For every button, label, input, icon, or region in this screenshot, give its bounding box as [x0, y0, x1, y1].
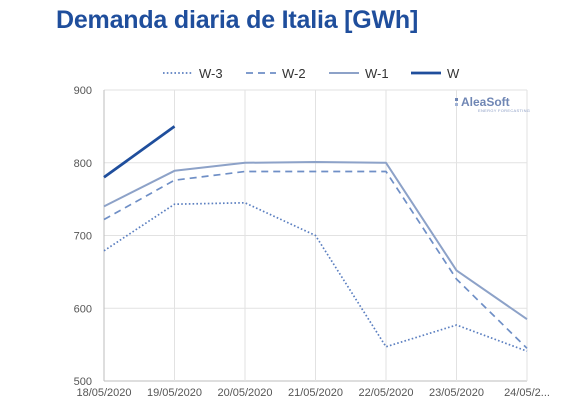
logo-mark-icon: [455, 98, 458, 101]
legend-label-w-1: W-1: [365, 66, 389, 81]
x-tick-label: 21/05/2020: [288, 387, 343, 399]
logo-name: AleaSoft: [461, 95, 510, 109]
y-tick-label: 700: [74, 231, 92, 243]
logo-mark-icon-2: [455, 103, 458, 106]
legend-label-w-2: W-2: [282, 66, 306, 81]
series-line-w-2: [103, 170, 528, 349]
aleasoft-logo: AleaSoft ENERGY FORECASTING: [455, 95, 530, 113]
y-tick-label: 900: [74, 85, 92, 97]
legend-label-w-3: W-3: [199, 66, 223, 81]
series-line-w-3: [103, 201, 528, 352]
x-tick-label: 22/05/2020: [358, 387, 413, 399]
y-tick-label: 600: [74, 303, 92, 315]
chart-title: Demanda diaria de Italia [GWh]: [56, 6, 419, 34]
series-line-w-1: [103, 161, 528, 321]
x-axis-ticks: 18/05/2020 19/05/2020 20/05/2020 21/05/2020…: [76, 387, 549, 399]
y-tick-label: 500: [74, 376, 92, 388]
logo-tagline: ENERGY FORECASTING: [478, 108, 530, 113]
x-tick-label: 18/05/2020: [76, 387, 131, 399]
y-axis-ticks: 500 600 700 800 900: [74, 85, 92, 388]
x-tick-label: 24/05/2...: [504, 387, 550, 399]
series-line-w: [103, 125, 176, 179]
x-tick-label: 20/05/2020: [217, 387, 272, 399]
x-tick-label: 23/05/2020: [429, 387, 484, 399]
x-tick-label: 19/05/2020: [147, 387, 202, 399]
legend: W-3 W-2 W-1 W: [163, 66, 460, 81]
y-tick-label: 800: [74, 158, 92, 170]
legend-label-w: W: [447, 66, 460, 81]
series-layer: [103, 125, 528, 352]
